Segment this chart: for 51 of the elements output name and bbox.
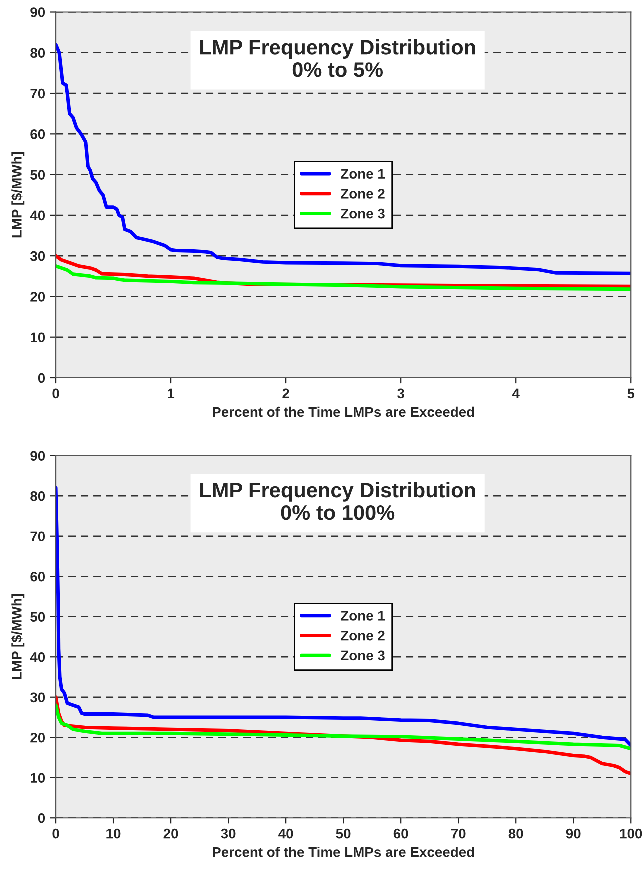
y-axis-title: LMP [$/MWh] — [11, 152, 25, 238]
x-tick-label: 60 — [394, 828, 408, 839]
line-series — [56, 704, 632, 751]
y-tick-label: 70 — [30, 88, 46, 99]
x-tick-label: 100 — [620, 828, 642, 839]
y-tick-label: 50 — [30, 170, 46, 180]
y-axis-title: LMP [$/MWh] — [11, 594, 25, 680]
x-axis-title: Percent of the Time LMPs are Exceeded — [213, 406, 474, 418]
y-tick-label: 20 — [30, 732, 46, 743]
y-tick-label: 40 — [30, 210, 46, 221]
x-tick-label: 70 — [451, 828, 466, 839]
legend-label: Zone 3 — [341, 208, 385, 219]
legend-label: Zone 2 — [341, 630, 385, 641]
y-tick-label: 0 — [38, 373, 46, 384]
x-axis-title: Percent of the Time LMPs are Exceeded — [213, 847, 474, 858]
x-tick-label: 2 — [282, 388, 290, 398]
x-tick-label: 1 — [168, 388, 175, 398]
x-tick-label: 4 — [512, 388, 520, 398]
y-tick-label: 90 — [30, 8, 46, 18]
y-tick-label: 80 — [30, 48, 46, 58]
x-tick-label: 80 — [508, 828, 524, 839]
x-tick-label: 90 — [566, 828, 581, 839]
x-tick-label: 0 — [52, 388, 60, 399]
y-tick-label: 70 — [30, 532, 46, 542]
x-tick-label: 10 — [106, 828, 121, 839]
y-tick-label: 90 — [30, 451, 46, 462]
y-tick-label: 30 — [30, 692, 46, 703]
y-tick-label: 10 — [31, 332, 46, 343]
legend-label: Zone 1 — [341, 611, 386, 621]
y-tick-label: 20 — [30, 292, 46, 302]
x-tick-label: 5 — [628, 388, 635, 399]
x-tick-label: 30 — [221, 828, 236, 839]
x-tick-label: 50 — [336, 828, 351, 839]
x-tick-label: 20 — [164, 828, 178, 839]
y-tick-label: 0 — [38, 813, 46, 824]
x-tick-label: 3 — [398, 388, 404, 399]
x-tick-label: 40 — [278, 828, 294, 839]
y-tick-label: 60 — [30, 130, 46, 140]
legend-label: Zone 2 — [341, 189, 385, 199]
y-tick-label: 30 — [30, 251, 46, 262]
x-tick-label: 0 — [52, 828, 60, 839]
legend-label: Zone 3 — [341, 650, 385, 661]
text: LMP Frequency Distribution 0% to 5% — [200, 40, 476, 78]
legend-label: Zone 1 — [341, 169, 386, 179]
y-tick-label: 50 — [30, 612, 46, 622]
y-tick-label: 60 — [30, 572, 46, 582]
line-series — [56, 264, 632, 292]
y-tick-label: 40 — [30, 652, 46, 662]
y-tick-label: 80 — [30, 491, 46, 502]
y-tick-label: 10 — [31, 773, 46, 784]
text: LMP Frequency Distribution 0% to 100% — [200, 482, 476, 520]
